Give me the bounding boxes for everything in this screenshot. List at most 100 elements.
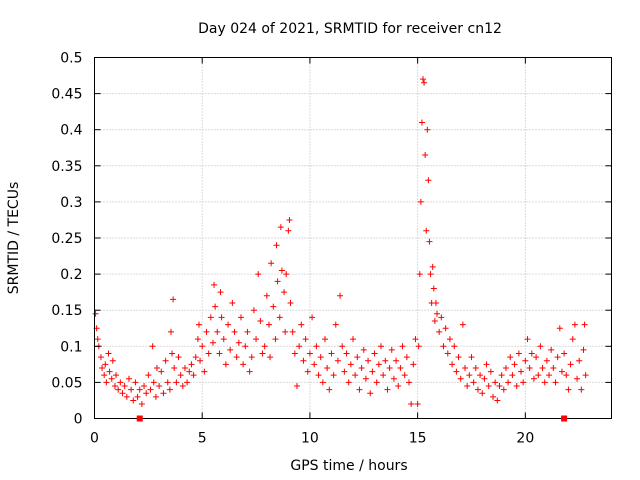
data-point	[375, 361, 382, 368]
data-point	[199, 343, 206, 350]
data-point	[424, 126, 431, 133]
data-point	[102, 361, 109, 368]
data-point	[371, 350, 378, 357]
data-point	[550, 364, 557, 371]
data-point	[317, 354, 324, 361]
x-axis-label: GPS time / hours	[290, 458, 407, 474]
data-point	[97, 354, 104, 361]
data-point	[341, 368, 348, 375]
data-point	[194, 336, 201, 343]
data-point	[274, 278, 281, 285]
data-point	[539, 364, 546, 371]
data-point	[526, 364, 533, 371]
data-point	[453, 368, 460, 375]
data-point	[431, 318, 438, 325]
y-tick-label: 0.25	[51, 231, 82, 247]
data-point	[388, 346, 395, 353]
data-point	[233, 354, 240, 361]
data-point	[207, 314, 214, 321]
data-point	[298, 321, 305, 328]
data-point	[123, 393, 130, 400]
data-point	[537, 343, 544, 350]
data-point	[464, 383, 471, 390]
data-point	[201, 368, 208, 375]
chart-title: Day 024 of 2021, SRMTID for receiver cn1…	[198, 21, 502, 37]
data-point	[347, 361, 354, 368]
data-point	[384, 386, 391, 393]
axis-marker	[561, 415, 568, 422]
data-point	[345, 379, 352, 386]
y-tick-label: 0.1	[60, 339, 82, 355]
data-point	[128, 386, 135, 393]
data-point	[528, 350, 535, 357]
data-point	[218, 314, 225, 321]
data-point	[181, 364, 188, 371]
data-points	[92, 76, 589, 408]
data-point	[569, 336, 576, 343]
data-point	[153, 364, 160, 371]
data-point	[246, 368, 253, 375]
data-point	[302, 336, 309, 343]
data-point	[502, 364, 509, 371]
data-point	[177, 372, 184, 379]
data-point	[449, 361, 456, 368]
data-point	[203, 328, 210, 335]
data-point	[105, 350, 112, 357]
data-point	[324, 364, 331, 371]
data-point	[434, 310, 441, 317]
data-point	[548, 346, 555, 353]
data-point	[415, 343, 422, 350]
data-point	[561, 350, 568, 357]
data-point	[479, 390, 486, 397]
data-point	[162, 357, 169, 364]
data-point	[369, 368, 376, 375]
data-point	[352, 372, 359, 379]
data-point	[242, 343, 249, 350]
data-point	[273, 242, 280, 249]
data-point	[556, 325, 563, 332]
data-point	[291, 350, 298, 357]
data-point	[401, 372, 408, 379]
data-point	[354, 354, 361, 361]
data-point	[518, 368, 525, 375]
data-point	[147, 386, 154, 393]
data-point	[554, 354, 561, 361]
data-point	[304, 368, 311, 375]
data-point	[563, 372, 570, 379]
data-point	[426, 238, 433, 245]
data-point	[277, 224, 284, 231]
data-point	[410, 361, 417, 368]
data-point	[530, 375, 537, 382]
data-point	[175, 354, 182, 361]
data-point	[237, 314, 244, 321]
data-point	[457, 375, 464, 382]
data-point	[285, 227, 292, 234]
data-point	[515, 350, 522, 357]
data-point	[535, 372, 542, 379]
data-point	[289, 328, 296, 335]
data-point	[268, 260, 275, 267]
y-tick-label: 0.15	[51, 303, 82, 319]
data-point	[235, 339, 242, 346]
data-point	[470, 379, 477, 386]
data-point	[315, 372, 322, 379]
data-point	[253, 336, 260, 343]
data-point	[487, 368, 494, 375]
data-point	[440, 343, 447, 350]
data-point	[169, 350, 176, 357]
data-point	[513, 383, 520, 390]
data-point	[106, 368, 113, 375]
data-point	[117, 379, 124, 386]
data-point	[101, 372, 108, 379]
y-tick-label: 0	[74, 412, 83, 428]
data-point	[397, 364, 404, 371]
data-point	[477, 372, 484, 379]
data-point	[108, 375, 115, 382]
data-point	[462, 364, 469, 371]
data-point	[466, 372, 473, 379]
data-point	[332, 321, 339, 328]
data-point	[134, 393, 141, 400]
data-point	[296, 343, 303, 350]
data-point	[522, 357, 529, 364]
data-point	[360, 346, 367, 353]
